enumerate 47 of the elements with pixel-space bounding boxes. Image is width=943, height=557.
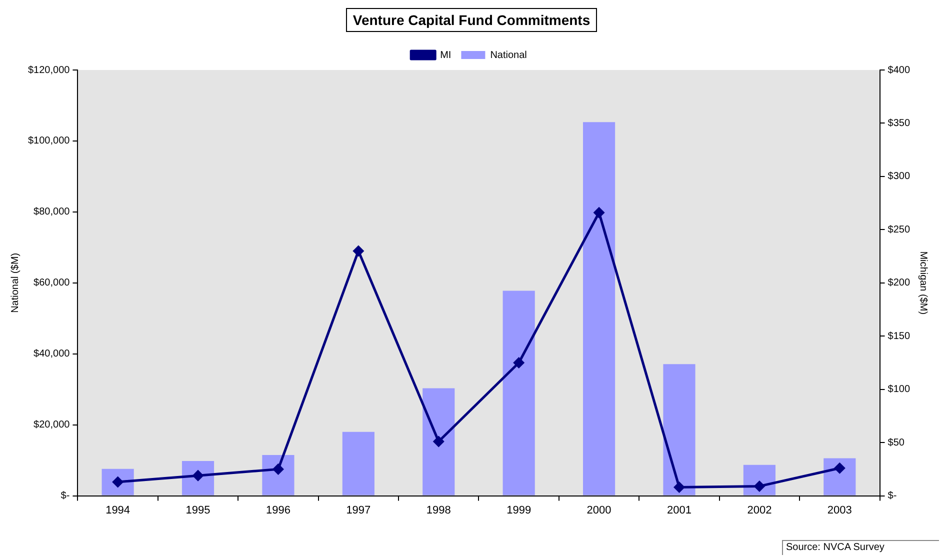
y2-tick-label: $150 xyxy=(888,330,910,342)
bar xyxy=(663,364,696,496)
y2-tick-label: $200 xyxy=(888,278,910,289)
y-tick-label: $100,000 xyxy=(28,136,70,147)
point xyxy=(272,464,284,474)
legend-label: MI xyxy=(440,50,452,61)
bar xyxy=(502,290,535,496)
y2-tick-label: $- xyxy=(888,490,897,502)
y2-tick-label: $400 xyxy=(888,64,910,76)
bar xyxy=(262,454,294,496)
y2-tick-label: $250 xyxy=(888,224,910,236)
chart-title: Venture Capital Fund Commitments xyxy=(346,8,598,32)
bar xyxy=(422,388,455,496)
y-tick-label: $- xyxy=(60,490,70,502)
point xyxy=(754,480,765,492)
y2-tick-label: $350 xyxy=(888,118,910,129)
x-tick-label: 1999 xyxy=(506,504,532,516)
bar xyxy=(824,458,856,496)
y2-tick-label: $50 xyxy=(888,437,905,448)
bar xyxy=(582,122,616,496)
point xyxy=(674,482,684,493)
x-tick-label: 1996 xyxy=(266,504,290,516)
x-tick-label: 2001 xyxy=(667,504,692,516)
source-note: Source: NVCA Survey xyxy=(786,542,886,554)
x-tick-label: 1994 xyxy=(106,504,130,516)
point xyxy=(594,207,604,218)
y-tick-label: $40,000 xyxy=(34,348,70,360)
x-tick-label: 2003 xyxy=(827,504,852,516)
legend-label: National xyxy=(490,50,527,61)
x-tick-label: 1997 xyxy=(346,504,371,516)
y-tick-label: $120,000 xyxy=(28,64,70,76)
y-tick-label: $80,000 xyxy=(34,206,70,218)
y-tick-label: $60,000 xyxy=(34,278,70,289)
x-tick-label: 1995 xyxy=(186,504,210,516)
x-tick-label: 1998 xyxy=(426,504,451,516)
y2-tick-label: $100 xyxy=(888,384,910,396)
bar xyxy=(342,432,374,496)
y-axis-title: National ($M) xyxy=(10,252,21,313)
x-tick-label: 2002 xyxy=(747,504,772,516)
point xyxy=(514,357,524,368)
point xyxy=(433,436,444,447)
y2-axis-title: Michigan ($M) xyxy=(917,251,928,315)
x-tick-label: 2000 xyxy=(586,504,612,516)
point xyxy=(353,246,364,256)
y2-tick-label: $300 xyxy=(888,171,910,182)
y-tick-label: $20,000 xyxy=(34,420,70,431)
point xyxy=(834,462,845,474)
